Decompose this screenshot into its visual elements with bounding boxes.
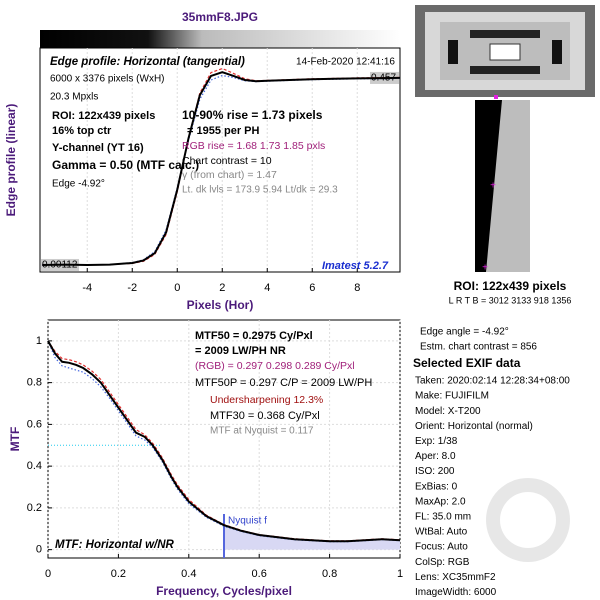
x-tick-label: 0.4 bbox=[181, 568, 196, 580]
y-tick-label: 0.2 bbox=[27, 502, 42, 514]
y-tick-label: 0.8 bbox=[27, 377, 42, 389]
info-text: RGB rise = 1.68 1.73 1.85 pxls bbox=[182, 140, 325, 152]
data-line bbox=[47, 340, 401, 543]
exif-line: Exp: 1/38 bbox=[415, 436, 458, 447]
y-tick-label: 0 bbox=[36, 544, 42, 556]
x-axis-label: Frequency, Cycles/pixel bbox=[156, 584, 292, 598]
y-tick-label: 1 bbox=[36, 335, 42, 347]
exif-line: Aper: 8.0 bbox=[415, 451, 456, 462]
info-text: 10-90% rise = 1.73 pixels bbox=[182, 108, 323, 122]
x-tick-label: 0 bbox=[45, 568, 51, 580]
x-tick-label: 4 bbox=[264, 282, 270, 294]
exif-line: Model: X-T200 bbox=[415, 406, 481, 417]
nyquist-label: Nyquist f bbox=[228, 516, 267, 527]
info-text: = 1955 per PH bbox=[187, 125, 260, 137]
info-text: Chart contrast = 10 bbox=[182, 155, 272, 167]
version: Imatest 5.2.7 bbox=[322, 260, 389, 272]
x-tick-label: 0.6 bbox=[252, 568, 267, 580]
exif-line: Make: FUJIFILM bbox=[415, 391, 489, 402]
info-text: Lt. dk lvls = 173.9 5.94 Lt/dk = 29.3 bbox=[182, 185, 338, 196]
roi-coords: L R T B = 3012 3133 918 1356 bbox=[449, 295, 572, 305]
y-axis-label: Edge profile (linear) bbox=[4, 104, 18, 217]
info-text: Gamma = 0.50 (MTF calc.) bbox=[52, 158, 199, 172]
exif-line: Focus: Auto bbox=[415, 542, 468, 553]
edge-strip bbox=[40, 30, 400, 48]
exif-line: WtBal: Auto bbox=[415, 527, 468, 538]
info-text: 6000 x 3376 pixels (WxH) bbox=[50, 74, 165, 85]
exif-line: Taken: 2020:02:14 12:28:34+08:00 bbox=[415, 376, 570, 387]
exif-line: ISO: 200 bbox=[415, 466, 455, 477]
x-tick-label: 1 bbox=[397, 568, 403, 580]
exif-line: FL: 35.0 mm bbox=[415, 512, 471, 523]
y-tick-label: 0.4 bbox=[27, 460, 42, 472]
x-tick-label: 6 bbox=[309, 282, 315, 294]
info-text: Undersharpening 12.3% bbox=[210, 394, 323, 406]
x-tick-label: -4 bbox=[82, 282, 92, 294]
x-tick-label: 8 bbox=[354, 282, 360, 294]
info-text: = 2009 LW/PH NR bbox=[195, 345, 286, 357]
svg-text:+: + bbox=[490, 181, 496, 192]
y-tick-label: 0.6 bbox=[27, 418, 42, 430]
info-text: MTF30 = 0.368 Cy/Pxl bbox=[210, 410, 320, 422]
info-text: (RGB) = 0.297 0.298 0.289 Cy/Pxl bbox=[195, 360, 355, 372]
file-title: 35mmF8.JPG bbox=[182, 10, 258, 24]
info-text: 16% top ctr bbox=[52, 125, 112, 137]
roi-crop: + + bbox=[475, 100, 530, 274]
x-tick-label: 2 bbox=[219, 282, 225, 294]
x-tick-label: 0.2 bbox=[111, 568, 126, 580]
svg-text:+: + bbox=[482, 263, 488, 274]
x-tick-label: 0.8 bbox=[322, 568, 337, 580]
chart-title: MTF: Horizontal w/NR bbox=[55, 539, 175, 551]
roi-title: ROI: 122x439 pixels bbox=[454, 279, 567, 293]
x-tick-label: -2 bbox=[127, 282, 137, 294]
info-text: Edge -4.92° bbox=[52, 179, 105, 190]
info-text: Y-channel (YT 16) bbox=[52, 142, 144, 154]
x-tick-label: 0 bbox=[174, 282, 180, 294]
watermark bbox=[486, 478, 570, 562]
info-text: MTF at Nyquist = 0.117 bbox=[210, 426, 314, 437]
exif-line: Lens: XC35mmF2 bbox=[415, 572, 496, 583]
side-info: Estm. chart contrast = 856 bbox=[420, 342, 537, 353]
data-line bbox=[42, 71, 401, 267]
chart-thumbnail bbox=[415, 5, 595, 99]
nyquist-shade bbox=[224, 525, 400, 550]
exif-line: ColSp: RGB bbox=[415, 557, 470, 568]
info-text: ROI: 122x439 pixels bbox=[52, 110, 155, 122]
date: 14-Feb-2020 12:41:16 bbox=[296, 57, 395, 68]
info-box bbox=[46, 53, 201, 194]
exif-title: Selected EXIF data bbox=[413, 356, 521, 370]
exif-line: Orient: Horizontal (normal) bbox=[415, 421, 533, 432]
exif-line: ImageWidth: 6000 bbox=[415, 587, 497, 598]
info-text: γ (from chart) = 1.47 bbox=[182, 169, 277, 181]
exif-line: ExBias: 0 bbox=[415, 481, 458, 492]
info-text: 20.3 Mpxls bbox=[50, 92, 98, 103]
side-info: Edge angle = -4.92° bbox=[420, 327, 509, 338]
data-line bbox=[47, 340, 401, 543]
chart-title: Edge profile: Horizontal (tangential) bbox=[50, 56, 245, 68]
y-axis-label: MTF bbox=[8, 427, 22, 452]
info-text: MTF50 = 0.2975 Cy/Pxl bbox=[195, 330, 313, 342]
info-text: MTF50P = 0.297 C/P = 2009 LW/PH bbox=[195, 377, 372, 389]
x-axis-label: Pixels (Hor) bbox=[187, 298, 254, 312]
exif-line: MaxAp: 2.0 bbox=[415, 496, 466, 507]
info-box bbox=[180, 106, 395, 198]
